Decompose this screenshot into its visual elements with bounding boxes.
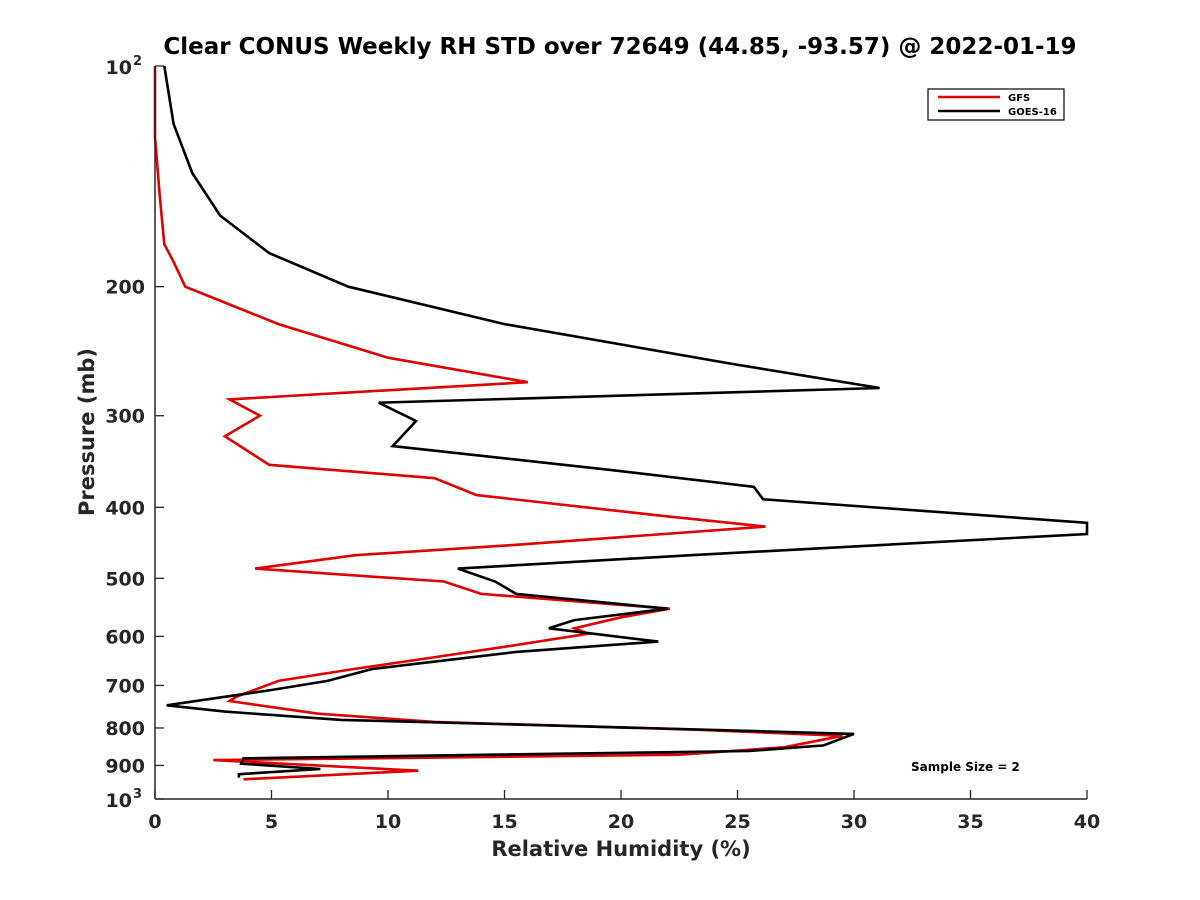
legend-label-goes16: GOES-16 [1008,107,1057,118]
x-tick-label: 35 [957,811,983,833]
legend-box [927,88,1065,121]
y-tick-label: 900 [105,755,145,777]
series-line-gfs [153,66,843,781]
y-tick-label: 300 [105,406,145,428]
x-tick-label: 30 [841,811,867,833]
x-tick-label: 25 [724,811,750,833]
series-line-goes16 [163,65,1089,778]
y-tick-label: 600 [105,626,145,648]
y-tick-exponent: 2 [133,54,142,69]
axes [154,66,1087,800]
chart-title: Clear CONUS Weekly RH STD over 72649 (44… [163,34,1076,60]
x-tick-label: 0 [148,811,161,833]
x-tick-label: 10 [375,811,401,833]
x-axis-label: Relative Humidity (%) [491,837,750,861]
legend: GFS GOES-16 [927,88,1065,121]
y-tick-label: 10 [106,790,132,812]
x-tick-label: 40 [1074,811,1100,833]
plot-area [153,65,1089,781]
sample-size-annotation: Sample Size = 2 [911,760,1020,774]
y-tick-label: 700 [105,675,145,697]
y-tick-label: 200 [105,277,145,299]
y-axis-label: Pressure (mb) [75,348,99,516]
y-tick-label: 400 [105,497,145,519]
y-tick-exponent: 3 [133,787,142,802]
y-tick-label: 10 [106,57,132,79]
legend-label-gfs: GFS [1008,93,1030,104]
x-tick-label: 5 [265,811,278,833]
x-tick-label: 20 [608,811,634,833]
x-ticks: 0 5 10 15 20 25 30 35 40 [148,790,1100,833]
x-tick-label: 15 [491,811,517,833]
y-tick-label: 500 [105,568,145,590]
y-tick-label: 800 [105,718,145,740]
